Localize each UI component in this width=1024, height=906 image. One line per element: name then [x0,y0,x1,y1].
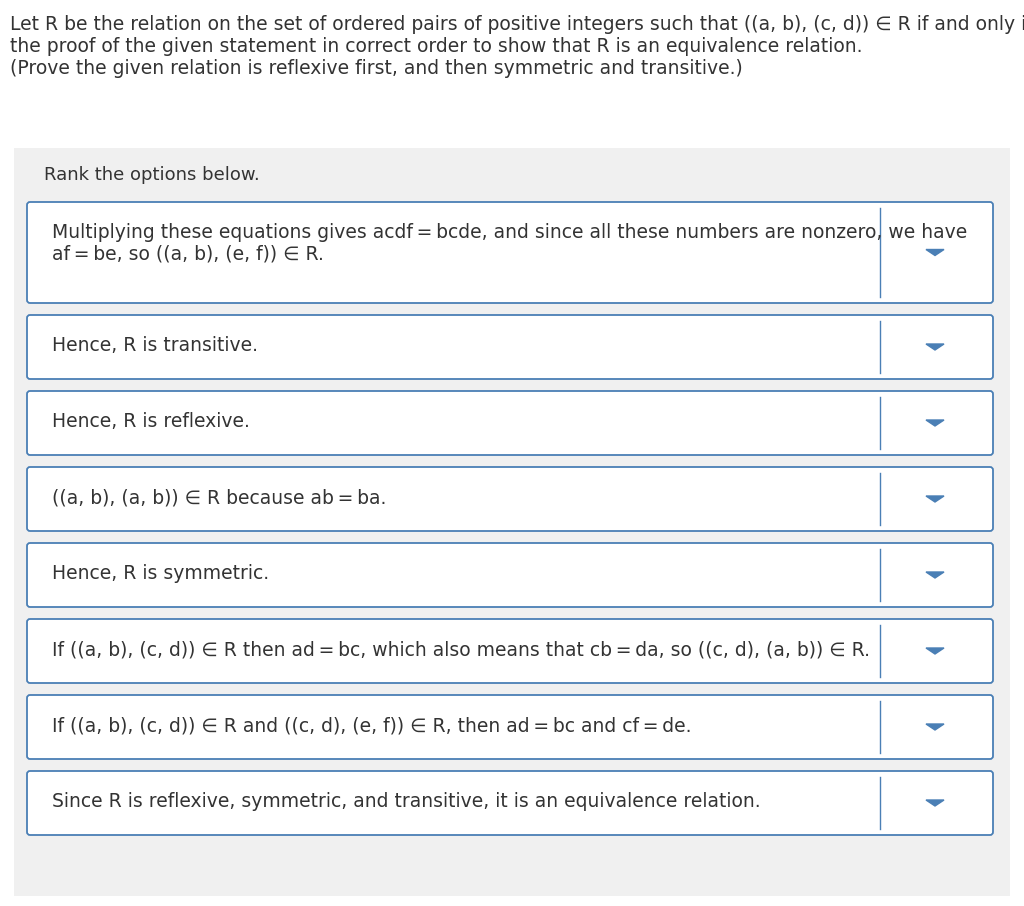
Text: Let R be the relation on the set of ordered pairs of positive integers such that: Let R be the relation on the set of orde… [10,15,1024,34]
Text: If ((a, b), (c, d)) ∈ R and ((c, d), (e, f)) ∈ R, then ad = bc and cf = de.: If ((a, b), (c, d)) ∈ R and ((c, d), (e,… [52,716,691,735]
FancyBboxPatch shape [27,202,993,303]
Polygon shape [926,572,944,578]
Text: Hence, R is transitive.: Hence, R is transitive. [52,336,258,355]
Polygon shape [926,420,944,426]
Text: Rank the options below.: Rank the options below. [44,166,260,184]
Text: Hence, R is symmetric.: Hence, R is symmetric. [52,564,269,583]
Text: Since R is reflexive, symmetric, and transitive, it is an equivalence relation.: Since R is reflexive, symmetric, and tra… [52,792,761,811]
Polygon shape [926,648,944,654]
FancyBboxPatch shape [27,391,993,455]
FancyBboxPatch shape [27,771,993,835]
Polygon shape [926,249,944,255]
FancyBboxPatch shape [27,695,993,759]
FancyBboxPatch shape [27,315,993,379]
FancyBboxPatch shape [27,467,993,531]
Polygon shape [926,800,944,806]
Polygon shape [926,344,944,350]
Text: (Prove the given relation is reflexive first, and then symmetric and transitive.: (Prove the given relation is reflexive f… [10,59,742,78]
Text: ((a, b), (a, b)) ∈ R because ab = ba.: ((a, b), (a, b)) ∈ R because ab = ba. [52,488,386,507]
Text: If ((a, b), (c, d)) ∈ R then ad = bc, which also means that cb = da, so ((c, d),: If ((a, b), (c, d)) ∈ R then ad = bc, wh… [52,640,870,659]
FancyBboxPatch shape [27,543,993,607]
Polygon shape [926,724,944,730]
Text: the proof of the given statement in correct order to show that R is an equivalen: the proof of the given statement in corr… [10,37,862,56]
Polygon shape [926,496,944,502]
FancyBboxPatch shape [27,619,993,683]
Text: Hence, R is reflexive.: Hence, R is reflexive. [52,412,250,431]
Text: Multiplying these equations gives acdf = bcde, and since all these numbers are n: Multiplying these equations gives acdf =… [52,223,968,242]
Bar [14,148,1010,896]
Text: af = be, so ((a, b), (e, f)) ∈ R.: af = be, so ((a, b), (e, f)) ∈ R. [52,245,324,264]
